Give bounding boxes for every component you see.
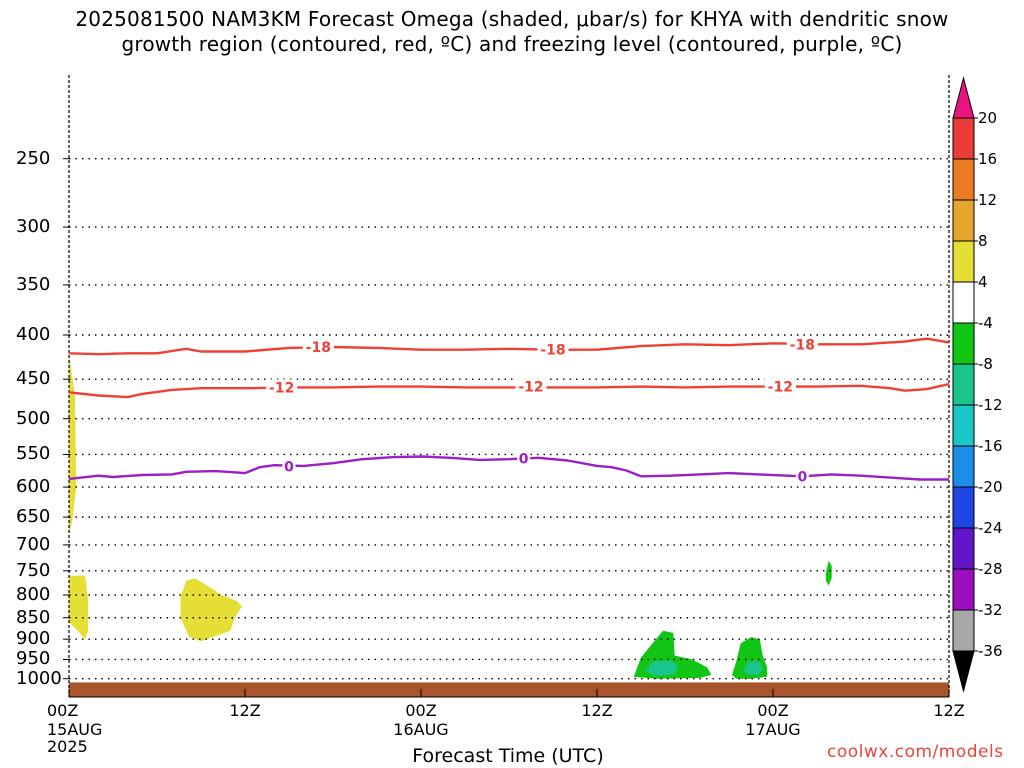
contour-label-bg-0-2: [517, 450, 531, 467]
y-tick-label-1000: 1000: [16, 667, 62, 689]
y-tick-label-700: 700: [16, 533, 51, 555]
colorbar-label-9: -20: [978, 478, 1003, 496]
colorbar-label-12: -32: [978, 601, 1003, 619]
colorbar-box-7: [952, 363, 975, 406]
x-tick-label-0-1: 15AUG: [47, 720, 103, 739]
colorbar-box-6: [952, 322, 975, 365]
contour-line--12: [68, 382, 950, 399]
colorbar-box-11: [952, 527, 975, 570]
x-tick-label-2-0: 00Z: [405, 701, 437, 720]
ground-surface: [69, 682, 949, 697]
contour-label--18-2: -18: [540, 343, 565, 359]
colorbar-box-2: [952, 158, 975, 201]
omega-region-2: [69, 575, 89, 640]
colorbar-label-2: 12: [978, 191, 998, 209]
contour-label-0-2: 0: [519, 452, 529, 468]
y-tick-label-450: 450: [16, 368, 51, 390]
x-tick-label-3-0: 12Z: [581, 701, 613, 720]
colorbar-box-10: [952, 486, 975, 529]
colorbar-label-0: 20: [978, 109, 998, 127]
colorbar-label-4: 4: [978, 273, 988, 291]
contour-label-bg--18-1: [302, 338, 334, 355]
omega-region-7: [743, 661, 763, 675]
y-tick-label-550: 550: [16, 443, 51, 465]
x-tick-label-4-1: 17AUG: [745, 720, 801, 739]
y-tick-label-900: 900: [16, 628, 51, 650]
x-axis-title: Forecast Time (UTC): [412, 745, 604, 767]
colorbar-box-4: [952, 240, 975, 283]
contour-label--18-1: -18: [306, 340, 331, 356]
contour-label--12-3: -12: [768, 380, 793, 396]
contour-label-bg--12-1: [266, 379, 298, 396]
x-tick-label-4-0: 00Z: [757, 701, 789, 720]
colorbar-label-10: -24: [978, 519, 1003, 537]
colorbar-label-5: -4: [978, 314, 993, 332]
contour-label-bg-0-1: [282, 458, 296, 475]
colorbar-box-8: [952, 404, 975, 447]
contour-label-0-3: 0: [797, 469, 807, 485]
contour-label-bg-0-3: [795, 468, 809, 485]
y-tick-label-400: 400: [16, 323, 51, 345]
colorbar-box-1: [952, 117, 975, 160]
contour-label-bg--12-3: [764, 378, 796, 395]
y-tick-label-600: 600: [16, 476, 51, 498]
y-tick-label-850: 850: [16, 606, 51, 628]
colorbar-box-13: [952, 609, 975, 652]
colorbar-top-arrow: [952, 76, 975, 119]
omega-region-8: [825, 560, 832, 586]
colorbar-box-9: [952, 445, 975, 488]
x-tick-label-2-1: 16AUG: [393, 720, 449, 739]
colorbar-label-3: 8: [978, 232, 988, 250]
colorbar-box-3: [952, 199, 975, 242]
x-tick-label-0-2: 2025: [47, 737, 88, 756]
x-tick-label-0-0: 00Z: [47, 701, 79, 720]
omega-region-1: [69, 353, 77, 534]
chart-title-line-1: 2025081500 NAM3KM Forecast Omega (shaded…: [75, 7, 949, 31]
y-tick-label-500: 500: [16, 407, 51, 429]
colorbar-label-6: -8: [978, 355, 993, 373]
contour-label-bg--12-2: [515, 378, 547, 395]
contour-label-bg--18-3: [786, 336, 818, 353]
colorbar-bottom-arrow: [952, 650, 975, 693]
colorbar-label-1: 16: [978, 150, 998, 168]
contour-label-bg--18-2: [537, 341, 569, 358]
y-tick-label-950: 950: [16, 648, 51, 670]
colorbar-box-5: [952, 281, 975, 324]
y-tick-label-350: 350: [16, 273, 51, 295]
x-tick-label-1-0: 12Z: [229, 701, 261, 720]
contour-label--18-3: -18: [790, 337, 815, 353]
y-tick-label-750: 750: [16, 559, 51, 581]
colorbar-label-8: -16: [978, 437, 1003, 455]
y-tick-label-800: 800: [16, 583, 51, 605]
y-tick-label-300: 300: [16, 216, 51, 238]
colorbar-label-7: -12: [978, 396, 1003, 414]
contour-line--18: [68, 337, 950, 356]
colorbar-label-11: -28: [978, 560, 1003, 578]
contour-label--12-1: -12: [269, 380, 294, 396]
chart-title-line-2: growth region (contoured, red, ºC) and f…: [121, 32, 903, 56]
x-tick-label-5-0: 12Z: [933, 701, 965, 720]
omega-region-3: [180, 578, 243, 642]
colorbar-box-12: [952, 568, 975, 611]
y-tick-label-250: 250: [16, 147, 51, 169]
y-tick-label-650: 650: [16, 506, 51, 528]
contour-line-0: [68, 455, 949, 481]
colorbar-label-13: -36: [978, 642, 1003, 660]
source-credit: coolwx.com/models: [827, 742, 1004, 762]
omega-region-5: [645, 660, 678, 677]
contour-label-0-1: 0: [284, 460, 294, 476]
contour-label--12-2: -12: [518, 380, 543, 396]
